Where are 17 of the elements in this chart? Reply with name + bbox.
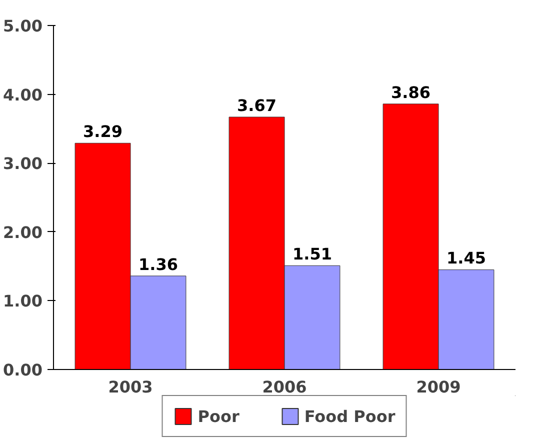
data-label: 1.45 [446,248,486,268]
data-label: 3.29 [83,122,123,142]
legend-label: Food Poor [304,406,396,426]
y-tick-label: 0.00 [3,360,43,380]
x-tick-label: 2006 [262,378,307,396]
y-tick-label: 2.00 [3,222,43,242]
x-tick-label: 2009 [416,378,461,396]
x-tick-label: 2003 [108,378,153,396]
data-label: 3.86 [391,82,431,102]
y-tick-label: 4.00 [3,85,43,104]
data-label: 1.51 [292,244,332,264]
y-tick-label: 3.00 [3,154,43,174]
data-label: 3.67 [237,96,277,116]
data-label: 1.36 [138,254,178,274]
legend-label: Poor [198,406,240,426]
y-tick-label: 1.00 [3,292,43,311]
y-tick-label: 5.00 [3,16,43,36]
